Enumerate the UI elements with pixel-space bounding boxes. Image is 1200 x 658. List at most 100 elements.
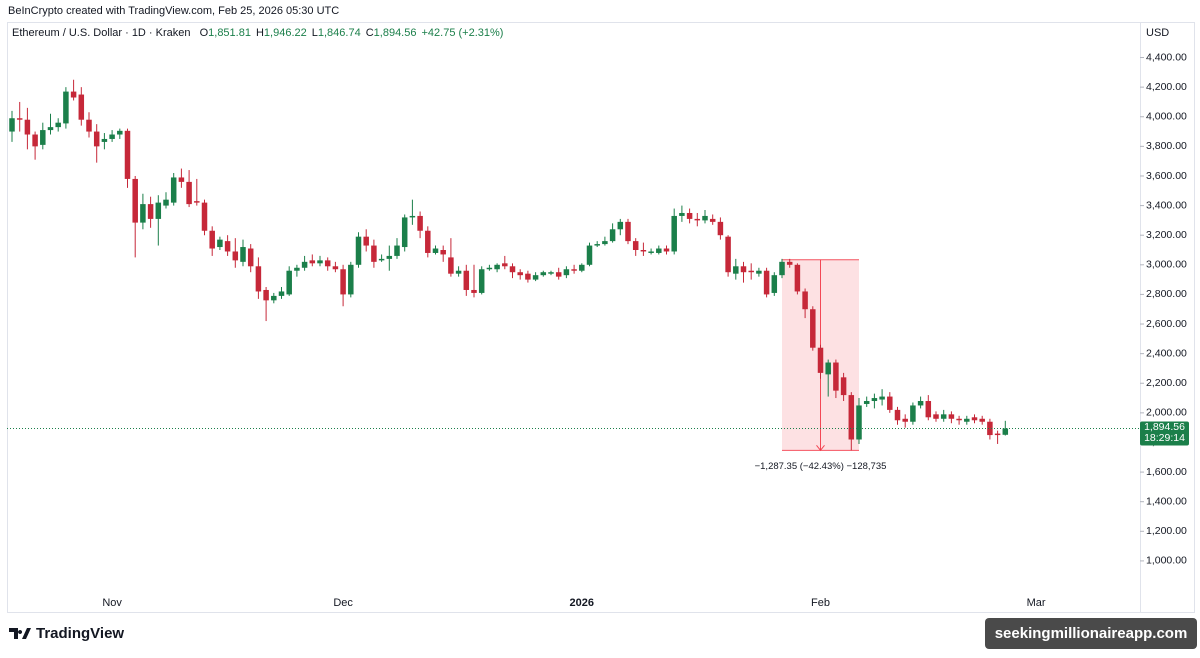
candle-body: [586, 245, 593, 265]
candle-body: [78, 94, 85, 120]
brand-logo: TradingView: [9, 625, 124, 642]
candle-body: [363, 236, 369, 246]
candle-body: [286, 270, 292, 295]
candle-body: [733, 266, 739, 274]
candle-body: [1002, 428, 1009, 435]
candle-body: [871, 398, 878, 402]
candle-body: [679, 212, 685, 216]
candle-body: [786, 261, 793, 265]
candle-body: [232, 251, 239, 261]
candle-body: [717, 221, 724, 236]
candle-body: [894, 409, 901, 421]
candle-body: [124, 130, 131, 179]
candle-body: [917, 401, 924, 406]
candle-body: [617, 221, 624, 230]
candle-body: [709, 218, 716, 222]
candle-body: [663, 248, 670, 252]
watermark: seekingmillionaireapp.com: [995, 625, 1188, 642]
candle-body: [817, 347, 824, 373]
candle-body: [994, 433, 1001, 436]
candle-body: [486, 267, 493, 270]
x-tick-label: Feb: [811, 597, 830, 609]
candle-body: [625, 221, 631, 242]
candle-body: [571, 269, 577, 271]
candle-body: [979, 418, 985, 422]
y-tick-label: 1,400.00: [1146, 495, 1187, 507]
price-tag: [1140, 421, 1189, 446]
candle-body: [409, 215, 416, 218]
candle-body: [887, 396, 893, 410]
candle-body: [879, 396, 885, 400]
candle-body: [956, 418, 962, 421]
y-tick-label: 3,600.00: [1146, 170, 1187, 182]
ohlc-value: 1,894.56: [374, 27, 417, 39]
candle-body: [579, 264, 585, 271]
x-tick-label: Dec: [333, 597, 353, 609]
watermark-box: [985, 618, 1197, 649]
candle-body: [178, 177, 185, 182]
candle-body: [263, 289, 269, 301]
candle-body: [63, 91, 69, 124]
candle-body: [517, 272, 523, 276]
price-tag-label: 1,894.56: [1144, 421, 1185, 433]
candle-body: [763, 270, 770, 295]
candle-body: [910, 405, 916, 422]
candle-body: [471, 289, 477, 293]
candle-body: [863, 401, 870, 404]
ohlc-key: H: [256, 27, 264, 39]
candle-body: [132, 178, 138, 223]
candle-body: [640, 250, 647, 252]
ohlc-key: C: [366, 27, 374, 39]
candle-body: [9, 118, 15, 132]
candle-body: [502, 263, 508, 267]
candle-body: [24, 119, 31, 135]
candle-body: [294, 267, 300, 271]
candle-body: [694, 218, 701, 221]
ohlc-key: O: [200, 27, 209, 39]
candle-body: [532, 275, 539, 280]
y-tick-label: 1,600.00: [1146, 466, 1187, 478]
candle-body: [702, 215, 708, 221]
candle-body: [93, 131, 100, 147]
candle-body: [332, 266, 339, 270]
candle-body: [794, 264, 801, 292]
candle-body: [555, 272, 562, 277]
candle-body: [117, 130, 123, 135]
candle-body: [540, 272, 547, 276]
candle-body: [224, 241, 231, 252]
candle-body: [632, 241, 639, 250]
y-tick-label: 4,400.00: [1146, 51, 1187, 63]
candle-body: [964, 418, 970, 422]
y-tick-label: 2,800.00: [1146, 288, 1187, 300]
candle-body: [425, 230, 431, 253]
y-tick-label: 1,000.00: [1146, 555, 1187, 567]
candle-body: [740, 266, 747, 273]
candle-body: [725, 236, 731, 273]
candle-body: [140, 204, 146, 223]
candle-body: [648, 251, 654, 253]
symbol-legend: Ethereum / U.S. Dollar · 1D · Kraken O 1,…: [12, 27, 503, 39]
candle-body: [371, 245, 377, 262]
symbol: Ethereum / U.S. Dollar · 1D · Kraken: [12, 27, 191, 39]
candle-body: [948, 414, 955, 419]
measure-arrowhead: [816, 445, 825, 452]
y-tick-label: 3,000.00: [1146, 259, 1187, 271]
candle-body: [155, 202, 162, 219]
candle-body: [463, 270, 470, 290]
y-unit: USD: [1146, 27, 1169, 39]
candle-body: [494, 264, 500, 270]
candle-body: [386, 255, 393, 259]
price-countdown: 18:29:14: [1144, 432, 1185, 444]
candle-body: [609, 229, 616, 242]
candle-body: [355, 236, 362, 265]
candle-body: [432, 248, 439, 253]
candle-body: [756, 270, 762, 274]
candle-body: [671, 215, 677, 252]
candle-body: [987, 421, 993, 436]
x-tick-label: Nov: [102, 597, 122, 609]
candle-body: [448, 257, 454, 274]
x-tick-label: Mar: [1027, 597, 1046, 609]
y-tick-label: 3,400.00: [1146, 199, 1187, 211]
candle-body: [925, 401, 932, 418]
